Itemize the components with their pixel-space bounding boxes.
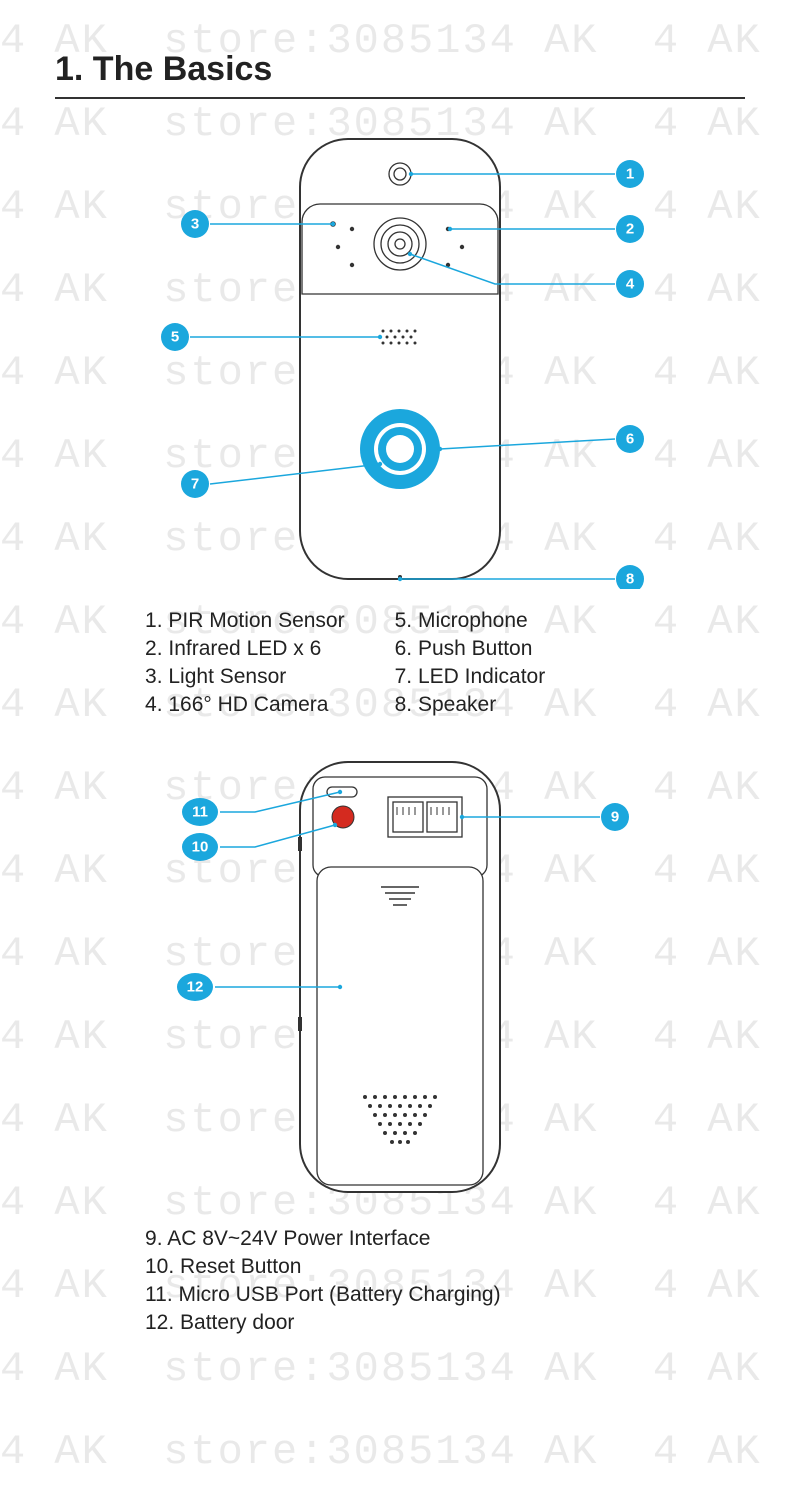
callout-2: 2 [626, 221, 634, 238]
callout-11: 11 [192, 804, 208, 821]
callout-1: 1 [626, 166, 634, 183]
callout-5: 5 [171, 329, 179, 346]
callout-12: 12 [187, 979, 204, 996]
legend-item: 11. Micro USB Port (Battery Charging) [145, 1283, 745, 1307]
callout-4: 4 [626, 276, 635, 293]
callout-8: 8 [626, 571, 634, 588]
legend-item: 6. Push Button [395, 637, 546, 661]
front-legend: 1. PIR Motion Sensor 2. Infrared LED x 6… [145, 609, 745, 717]
callout-7: 7 [191, 476, 199, 493]
legend-item: 5. Microphone [395, 609, 546, 633]
front-diagram: 1 2 3 4 5 6 [55, 129, 745, 589]
legend-item: 9. AC 8V~24V Power Interface [145, 1227, 745, 1251]
legend-item: 1. PIR Motion Sensor [145, 609, 345, 633]
back-legend: 9. AC 8V~24V Power Interface 10. Reset B… [145, 1227, 745, 1335]
callout-10: 10 [192, 839, 209, 856]
legend-item: 2. Infrared LED x 6 [145, 637, 345, 661]
back-diagram: 9 10 11 12 [55, 757, 745, 1207]
legend-item: 4. 166° HD Camera [145, 693, 345, 717]
legend-item: 8. Speaker [395, 693, 546, 717]
legend-item: 3. Light Sensor [145, 665, 345, 689]
page-title: 1. The Basics [55, 50, 745, 99]
legend-item: 10. Reset Button [145, 1255, 745, 1279]
callout-3: 3 [191, 216, 199, 233]
callout-6: 6 [626, 431, 634, 448]
callout-9: 9 [611, 809, 619, 826]
legend-item: 12. Battery door [145, 1311, 745, 1335]
legend-item: 7. LED Indicator [395, 665, 546, 689]
